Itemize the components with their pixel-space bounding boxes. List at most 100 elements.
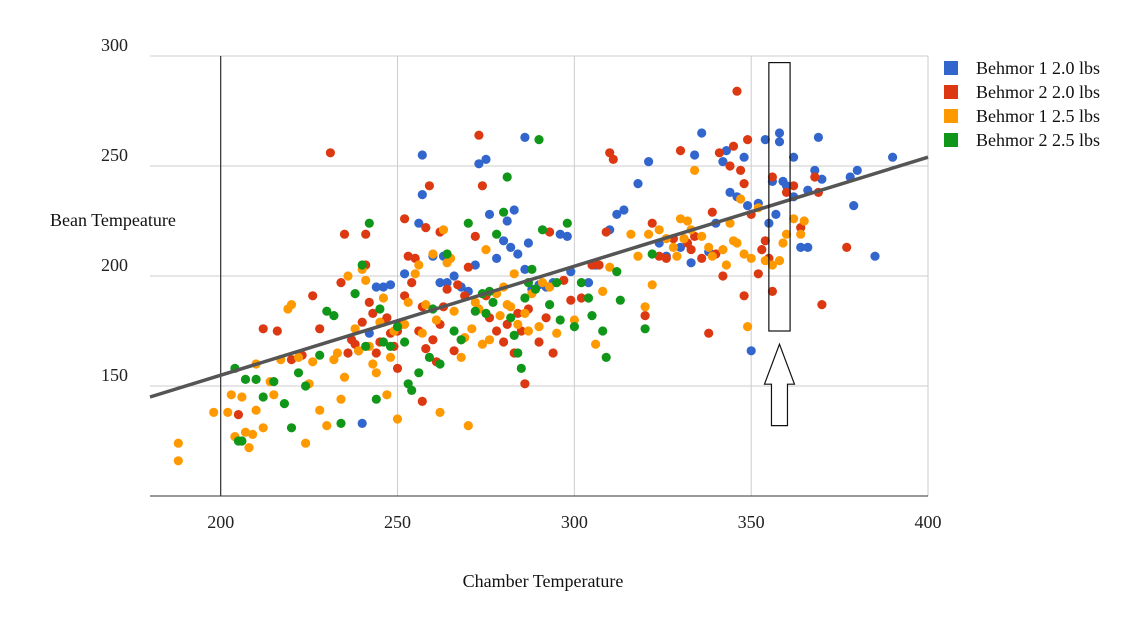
- data-point: [477, 181, 487, 191]
- data-point: [647, 280, 657, 290]
- y-tick-label: 150: [101, 365, 128, 385]
- data-point: [675, 242, 686, 252]
- data-point: [364, 218, 374, 228]
- data-point: [679, 234, 689, 244]
- data-point: [407, 385, 417, 395]
- legend-label: Behmor 1 2.0 lbs: [976, 57, 1100, 78]
- data-point: [269, 390, 279, 400]
- data-point: [520, 293, 530, 303]
- reference-lines: [150, 56, 928, 497]
- data-point: [431, 315, 441, 325]
- data-point: [506, 313, 516, 323]
- data-point: [385, 341, 396, 351]
- data-point: [615, 295, 625, 305]
- data-point: [672, 251, 682, 261]
- data-point: [707, 251, 717, 261]
- x-tick-label: 300: [561, 512, 588, 532]
- data-point: [382, 313, 392, 323]
- data-point: [647, 249, 657, 259]
- data-point: [410, 269, 420, 279]
- legend-item-behmor2-2-5[interactable]: Behmor 2 2.5 lbs: [944, 128, 1100, 152]
- data-point: [647, 218, 657, 228]
- data-point: [244, 443, 254, 453]
- data-point: [435, 359, 445, 369]
- data-point: [484, 335, 495, 345]
- data-point: [414, 260, 424, 270]
- data-point: [767, 172, 778, 182]
- data-point: [392, 414, 403, 424]
- data-point: [361, 229, 371, 239]
- data-point: [598, 286, 608, 296]
- data-point: [682, 216, 693, 226]
- data-point: [417, 190, 427, 200]
- data-point: [771, 209, 781, 219]
- series-4: [230, 135, 657, 446]
- data-point: [350, 324, 360, 334]
- data-point: [442, 249, 452, 259]
- data-point: [633, 179, 643, 189]
- data-point: [842, 242, 852, 252]
- data-point: [421, 300, 431, 310]
- data-point: [308, 291, 318, 301]
- data-point: [272, 326, 282, 336]
- data-point: [315, 350, 325, 360]
- data-point: [301, 438, 311, 448]
- data-point: [810, 165, 820, 175]
- data-point: [339, 229, 350, 239]
- data-point: [403, 251, 413, 261]
- data-point: [258, 324, 268, 334]
- data-point: [817, 174, 827, 184]
- data-point: [704, 242, 714, 252]
- data-point: [470, 306, 480, 316]
- data-point: [438, 225, 449, 235]
- data-point: [520, 379, 530, 389]
- data-point: [718, 271, 728, 281]
- data-point: [725, 187, 735, 197]
- data-point: [286, 423, 297, 433]
- x-tick-label: 200: [207, 512, 234, 532]
- data-point: [343, 271, 353, 281]
- data-point: [520, 132, 530, 142]
- x-tick-label: 250: [384, 512, 411, 532]
- data-point: [781, 229, 792, 239]
- data-point: [378, 293, 388, 303]
- data-point: [569, 315, 580, 325]
- data-point: [757, 245, 767, 255]
- data-point: [209, 407, 219, 417]
- legend-label: Behmor 1 2.5 lbs: [976, 105, 1100, 126]
- data-point: [456, 352, 466, 362]
- data-point: [400, 337, 410, 347]
- data-point: [378, 337, 388, 347]
- data-point: [449, 346, 459, 356]
- y-tick-label: 250: [101, 145, 128, 165]
- legend-item-behmor2-2-0[interactable]: Behmor 2 2.0 lbs: [944, 80, 1100, 104]
- data-point: [870, 251, 880, 261]
- data-point: [315, 324, 325, 334]
- data-point: [576, 293, 587, 303]
- data-point: [555, 315, 565, 325]
- data-point: [421, 344, 431, 354]
- data-point: [644, 229, 654, 239]
- data-point: [587, 311, 597, 321]
- legend-item-behmor1-2-0[interactable]: Behmor 1 2.0 lbs: [944, 56, 1100, 80]
- data-point: [799, 216, 809, 226]
- data-point: [173, 456, 183, 466]
- data-point: [421, 223, 431, 233]
- data-point: [594, 260, 604, 270]
- data-point: [442, 278, 452, 288]
- data-point: [357, 418, 367, 428]
- data-point: [796, 229, 806, 239]
- data-point: [173, 438, 183, 448]
- highlight-box: [768, 61, 791, 332]
- legend-label: Behmor 2 2.0 lbs: [976, 81, 1100, 102]
- data-point: [368, 359, 378, 369]
- data-point: [371, 394, 381, 404]
- data-point: [293, 352, 304, 362]
- data-point: [385, 280, 396, 290]
- y-tick-label: 300: [101, 35, 128, 55]
- data-point: [378, 282, 388, 292]
- legend-item-behmor1-2-5[interactable]: Behmor 1 2.5 lbs: [944, 104, 1100, 128]
- legend-swatch: [944, 61, 958, 75]
- data-point: [852, 165, 862, 175]
- data-point: [725, 218, 735, 228]
